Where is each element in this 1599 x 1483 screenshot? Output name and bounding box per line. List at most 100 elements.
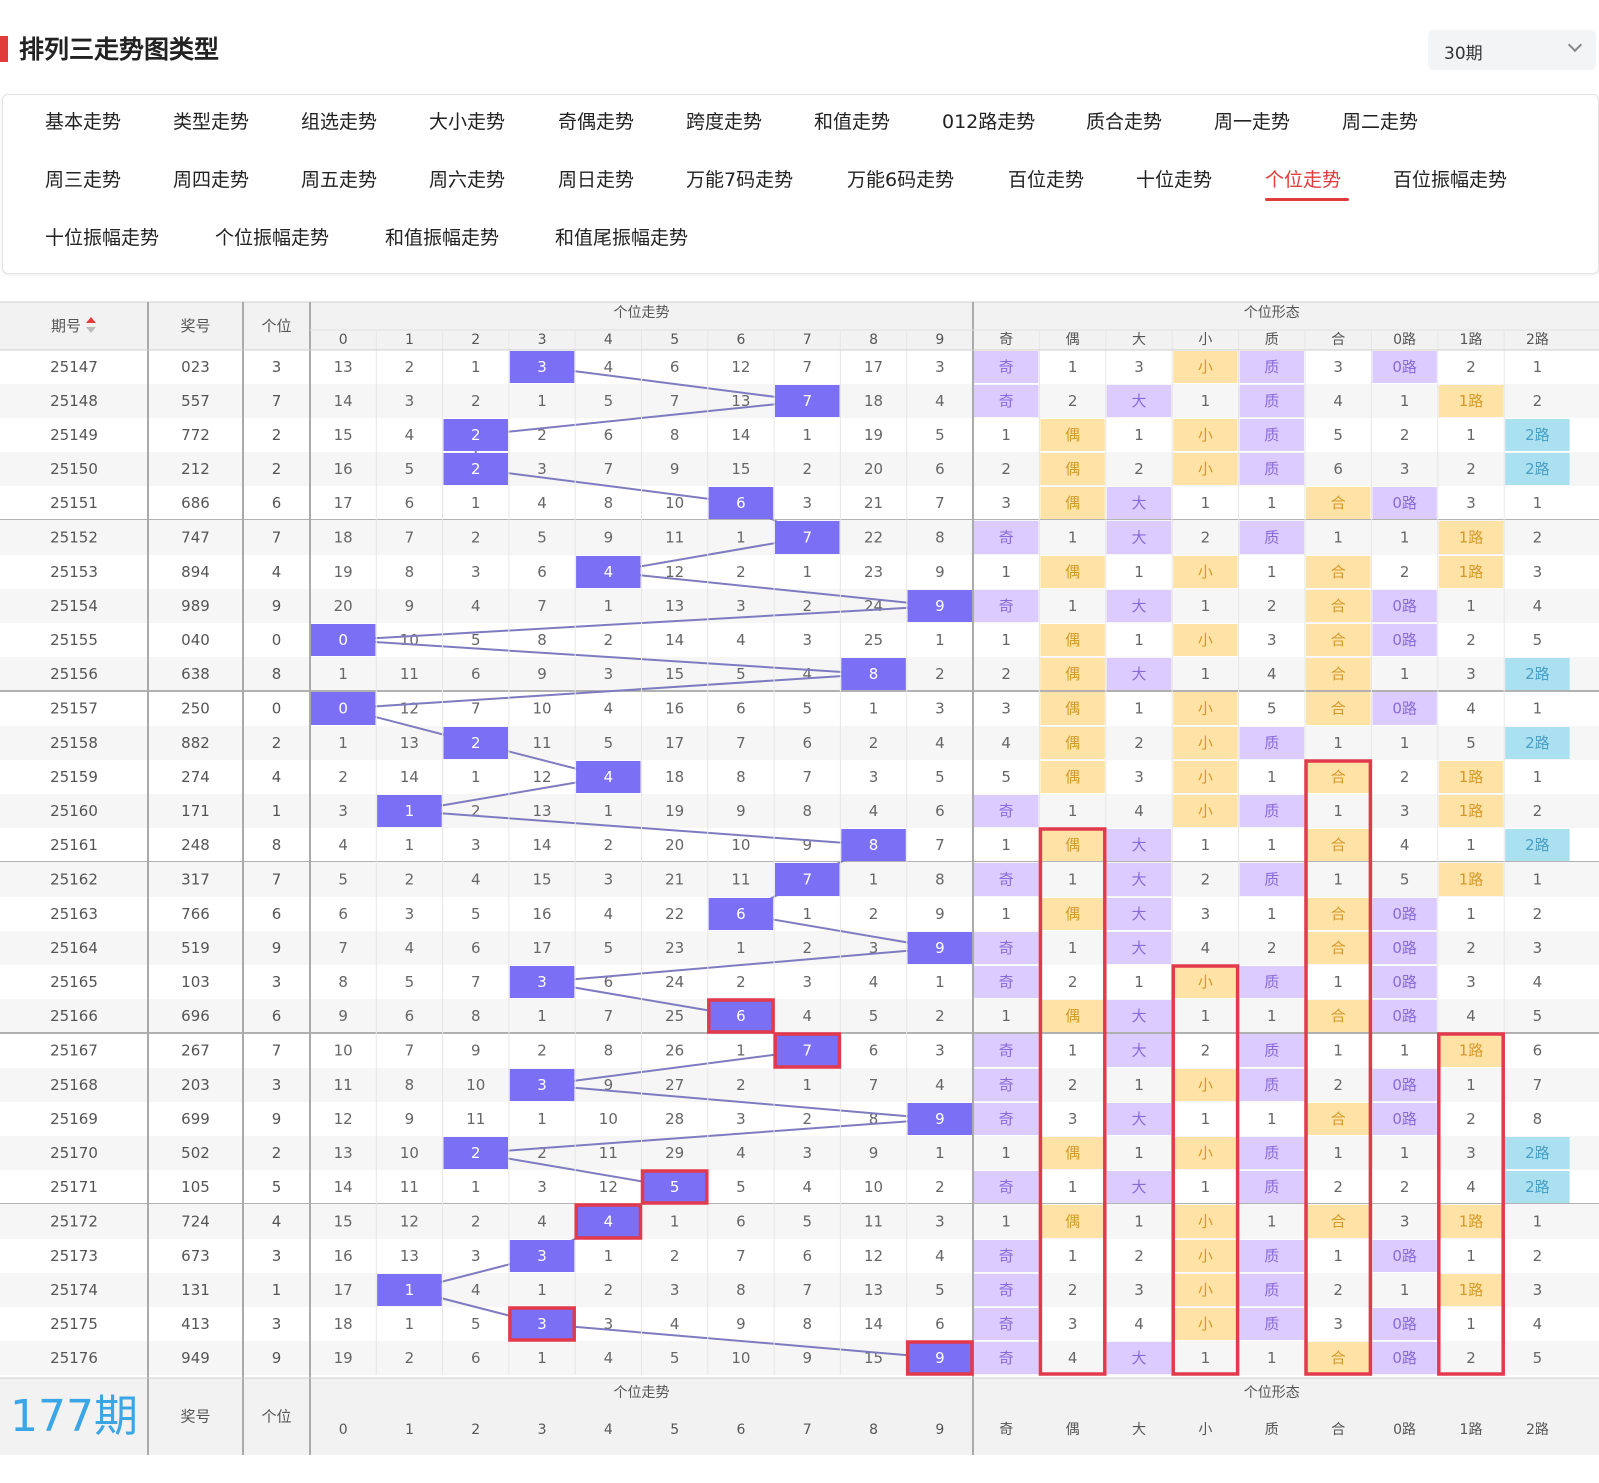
draw-cell: 747: [181, 529, 210, 547]
tab-21[interactable]: 百位振幅走势: [1393, 169, 1508, 191]
form-value: 2: [1134, 734, 1144, 752]
footer-form: 偶: [1066, 1422, 1080, 1438]
form-hit-cell: [1306, 624, 1371, 656]
units-cell: 9: [272, 1110, 282, 1128]
form-hit-cell: [1372, 1103, 1437, 1135]
issue-cell: 25161: [50, 836, 98, 854]
form-value: 1: [1333, 871, 1343, 889]
miss-value: 10: [599, 1110, 618, 1128]
form-hit-cell: [1505, 829, 1570, 861]
period-select[interactable]: 30期: [1428, 30, 1596, 70]
tab-14[interactable]: 周六走势: [429, 169, 506, 191]
hit-value-top: 3: [537, 1315, 547, 1333]
tab-10[interactable]: 周二走势: [1342, 111, 1419, 133]
form-hit-cell: [1173, 1069, 1238, 1101]
hit-value-top: 9: [935, 597, 945, 615]
form-value: 4: [1068, 1349, 1078, 1367]
miss-value: 5: [471, 905, 481, 923]
units-cell: 7: [272, 871, 282, 889]
tab-17[interactable]: 万能6码走势: [847, 169, 955, 191]
issue-cell: 25149: [50, 426, 98, 444]
issue-cell: 25175: [50, 1315, 98, 1333]
miss-value: 20: [864, 460, 883, 478]
miss-value: 8: [736, 1281, 746, 1299]
miss-value: 8: [604, 1042, 614, 1060]
tab-15[interactable]: 周日走势: [558, 169, 635, 191]
issue-cell: 25158: [50, 734, 98, 752]
miss-value: 3: [537, 1178, 547, 1196]
miss-value: 1: [471, 358, 481, 376]
draw-cell: 317: [181, 871, 210, 889]
form-hit-cell: [1040, 692, 1105, 725]
form-value: 奇: [999, 1349, 1014, 1367]
miss-value: 3: [604, 871, 614, 889]
hit-value-top: 3: [537, 1247, 547, 1265]
sort-arrows-icon[interactable]: [86, 317, 96, 333]
tab-22[interactable]: 十位振幅走势: [45, 227, 160, 249]
form-hit-cell: [1306, 692, 1371, 725]
miss-value: 14: [400, 768, 419, 786]
miss-value: 4: [537, 494, 547, 512]
form-value: 4: [1400, 836, 1410, 854]
digit-header: 9: [935, 332, 944, 348]
form-value: 3: [1201, 905, 1211, 923]
miss-value: 17: [334, 494, 353, 512]
tab-5[interactable]: 跨度走势: [686, 111, 763, 133]
tab-2[interactable]: 组选走势: [301, 111, 378, 133]
issue-cell: 25152: [50, 529, 98, 547]
miss-value: 14: [334, 1178, 353, 1196]
tab-7[interactable]: 012路走势: [942, 111, 1036, 133]
form-value: 1: [1267, 1213, 1277, 1231]
form-hit-cell: [1173, 761, 1238, 793]
form-hit-cell: [1173, 624, 1238, 656]
form-value: 1: [1134, 563, 1144, 581]
miss-value: 7: [471, 700, 481, 718]
draw-cell: 131: [181, 1281, 210, 1299]
miss-value: 7: [802, 358, 812, 376]
miss-value: 1: [471, 494, 481, 512]
form-value: 3: [1400, 1213, 1410, 1231]
tab-24[interactable]: 和值振幅走势: [385, 227, 500, 249]
tab-16[interactable]: 万能7码走势: [686, 169, 794, 191]
form-value: 2: [1466, 358, 1476, 376]
draw-cell: 502: [181, 1144, 210, 1162]
tab-0[interactable]: 基本走势: [45, 111, 122, 133]
miss-value: 1: [736, 939, 746, 957]
form-header: 合: [1331, 332, 1345, 348]
form-value: 偶: [1065, 700, 1080, 718]
tab-4[interactable]: 奇偶走势: [558, 111, 635, 133]
tab-12[interactable]: 周四走势: [173, 169, 250, 191]
form-hit-cell: [1040, 487, 1105, 519]
hit-cell-top: [708, 487, 774, 519]
tab-8[interactable]: 质合走势: [1086, 111, 1163, 133]
tab-1[interactable]: 类型走势: [173, 111, 250, 133]
tab-13[interactable]: 周五走势: [301, 169, 378, 191]
tab-20[interactable]: 个位走势: [1265, 169, 1342, 191]
miss-value: 11: [731, 871, 750, 889]
miss-value: 8: [935, 529, 945, 547]
tab-11[interactable]: 周三走势: [45, 169, 122, 191]
miss-value: 2: [471, 1213, 481, 1231]
form-hit-cell: [1040, 829, 1105, 861]
form-header: 质: [1265, 332, 1279, 348]
miss-value: 3: [802, 631, 812, 649]
form-hit-cell: [974, 1308, 1039, 1340]
hit-value-top: 6: [736, 1007, 746, 1025]
tab-19[interactable]: 十位走势: [1136, 169, 1213, 191]
tab-23[interactable]: 个位振幅走势: [215, 227, 330, 249]
tab-18[interactable]: 百位走势: [1008, 169, 1085, 191]
tab-3[interactable]: 大小走势: [429, 111, 506, 133]
miss-value: 2: [604, 1281, 614, 1299]
form-value: 5: [1267, 700, 1277, 718]
form-value: 合: [1331, 939, 1346, 957]
form-hit-cell: [1040, 727, 1105, 759]
miss-value: 20: [665, 836, 684, 854]
form-value: 3: [1134, 358, 1144, 376]
miss-value: 11: [466, 1110, 485, 1128]
tab-6[interactable]: 和值走势: [814, 111, 891, 133]
tab-25[interactable]: 和值尾振幅走势: [555, 227, 689, 249]
miss-value: 9: [935, 905, 945, 923]
miss-value: 1: [802, 1076, 812, 1094]
miss-value: 8: [736, 768, 746, 786]
tab-9[interactable]: 周一走势: [1214, 111, 1291, 133]
